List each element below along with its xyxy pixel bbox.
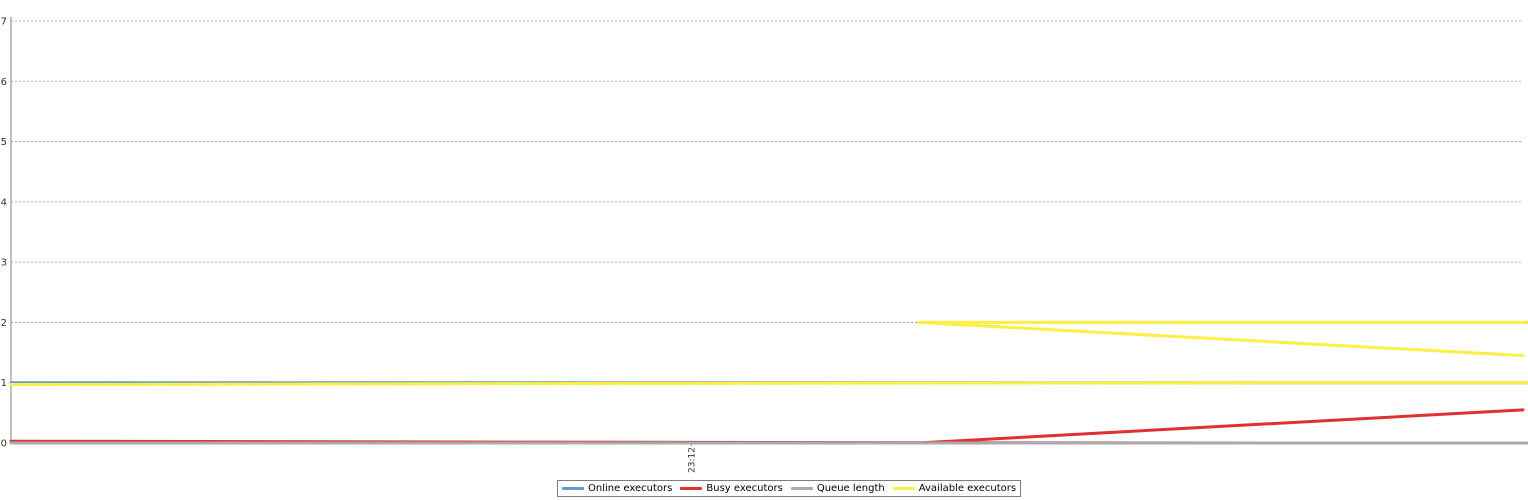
y-tick-label: 2 [1, 318, 7, 329]
legend-label-available-executors: Available executors [918, 483, 1017, 494]
legend-item-available-executors: Available executors [892, 483, 1017, 494]
y-tick-label: 5 [1, 137, 7, 148]
legend-label-queue-length: Queue length [816, 483, 885, 494]
y-tick-label: 4 [1, 197, 7, 208]
legend-item-queue-length: Queue length [790, 483, 885, 494]
series-line-queue-length [9, 441, 1528, 445]
x-tick-label: 23:12 [687, 447, 697, 473]
y-tick-labels: 0 1 2 3 4 5 6 7 [1, 17, 7, 450]
y-tick-label: 6 [1, 77, 7, 88]
legend-label-busy-executors: Busy executors [706, 483, 783, 494]
legend-swatch-busy-executors [680, 487, 703, 490]
y-tick-label: 1 [1, 378, 7, 389]
legend-swatch-online-executors [562, 487, 584, 490]
grid-lines [11, 20, 1523, 384]
series-lines [9, 320, 1528, 445]
x-tick-labels: 23:1223:2423:3623:4800:0000:1200:2400:36… [687, 447, 697, 473]
legend-item-busy-executors: Busy executors [680, 483, 783, 494]
series-line-available-executors [9, 320, 1528, 387]
legend-swatch-queue-length [790, 487, 813, 490]
y-tick-label: 3 [1, 258, 7, 269]
legend-label-online-executors: Online executors [588, 483, 673, 494]
y-tick-label: 0 [1, 439, 7, 450]
legend: Online executors Busy executors Queue le… [557, 480, 1022, 497]
legend-swatch-available-executors [892, 487, 915, 490]
legend-item-online-executors: Online executors [562, 483, 672, 494]
y-tick-label: 7 [1, 17, 7, 28]
